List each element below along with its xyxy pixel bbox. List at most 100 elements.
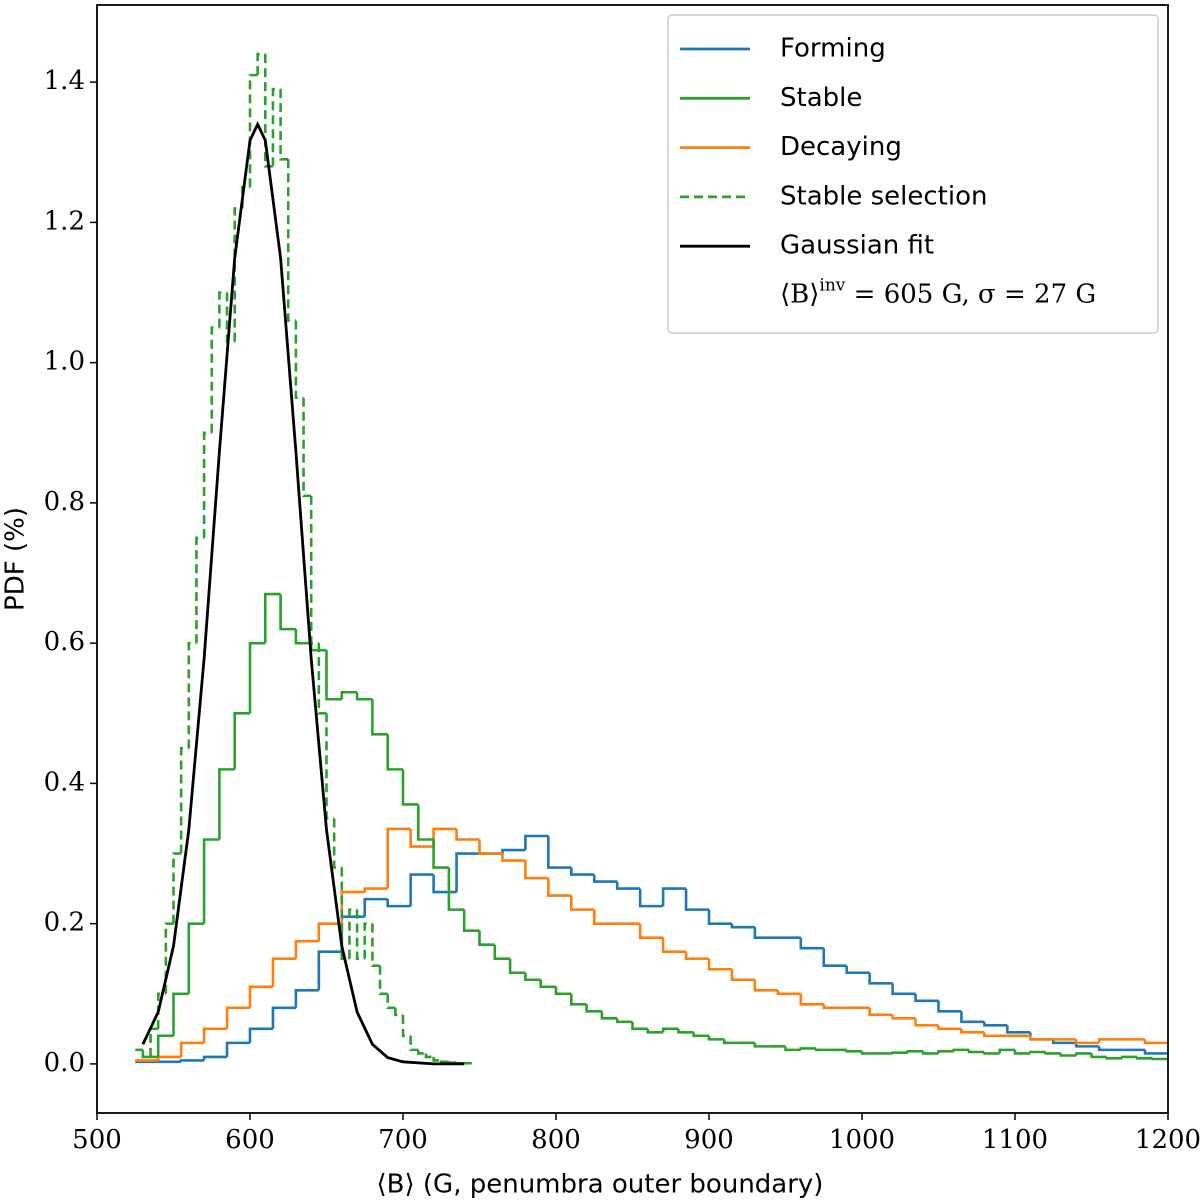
histogram-step xyxy=(386,899,411,908)
histogram-step xyxy=(271,87,281,167)
histogram-step xyxy=(279,89,289,161)
histogram-step xyxy=(325,713,335,820)
histogram-step xyxy=(661,887,687,907)
histogram-step xyxy=(615,881,641,890)
histogram-step xyxy=(248,73,258,188)
histogram-step xyxy=(784,1046,801,1052)
legend-label: Stable xyxy=(780,83,862,113)
histogram-step xyxy=(891,983,916,996)
histogram-step xyxy=(661,937,687,954)
histogram-step xyxy=(860,1051,878,1055)
histogram-step xyxy=(309,495,319,645)
histogram-step xyxy=(248,985,273,1008)
histogram-step xyxy=(1059,1053,1077,1057)
legend-note: ⟨B⟩inv = 605 G, σ = 27 G xyxy=(780,275,1096,310)
histogram-step xyxy=(447,867,465,911)
histogram-step xyxy=(332,818,342,869)
y-tick-label: 1.2 xyxy=(44,206,85,236)
histogram-step xyxy=(868,972,893,985)
histogram-step xyxy=(432,839,449,869)
x-tick-label: 900 xyxy=(684,1125,734,1155)
histogram-step xyxy=(340,915,365,952)
histogram-step xyxy=(600,1011,618,1020)
legend-note-part: inv xyxy=(819,275,845,295)
histogram-step xyxy=(845,1049,862,1053)
histogram-step xyxy=(1044,1051,1061,1055)
histogram-step xyxy=(554,986,572,996)
histogram-step xyxy=(409,873,434,907)
legend-label: Decaying xyxy=(780,132,902,162)
histogram-step xyxy=(891,1051,908,1054)
x-tick-label: 700 xyxy=(378,1125,428,1155)
histogram-step xyxy=(753,927,778,939)
histogram-step xyxy=(363,887,388,893)
histogram-step xyxy=(195,536,205,644)
histogram-step xyxy=(156,1034,174,1057)
histogram-step xyxy=(164,922,174,994)
histogram-step xyxy=(960,1028,985,1034)
fit-curve xyxy=(141,120,465,1066)
histogram-step xyxy=(776,990,801,996)
histogram-step xyxy=(692,1032,709,1038)
histogram-step xyxy=(906,1049,924,1053)
histogram-step xyxy=(187,641,197,749)
histogram-step xyxy=(570,895,595,911)
histogram-step xyxy=(424,1053,434,1059)
histogram-step xyxy=(814,1048,832,1052)
histogram-step xyxy=(914,1018,939,1027)
histogram-step xyxy=(1074,1039,1100,1045)
histogram-series xyxy=(142,592,1168,1061)
x-tick-label: 1100 xyxy=(982,1125,1048,1155)
histogram-step xyxy=(286,159,296,322)
histogram-step xyxy=(218,768,235,840)
histogram-step xyxy=(371,923,381,968)
legend-note-part: ⟨B⟩ xyxy=(780,280,819,310)
histogram-step xyxy=(340,867,350,961)
histogram-step xyxy=(348,908,358,959)
histogram-step xyxy=(1097,1046,1123,1052)
histogram-step xyxy=(684,888,709,911)
histogram-step xyxy=(478,930,495,946)
y-tick-label: 0.4 xyxy=(44,767,85,797)
histogram-step xyxy=(730,923,755,929)
histogram-step xyxy=(248,641,266,714)
histogram-step xyxy=(271,1006,296,1029)
legend-label: Stable selection xyxy=(780,181,987,211)
y-tick-label: 0.0 xyxy=(44,1048,85,1078)
histogram-step xyxy=(914,993,939,1003)
histogram-step xyxy=(202,1055,228,1061)
histogram-step xyxy=(921,1051,939,1055)
histogram-step xyxy=(248,1027,273,1043)
histogram-step xyxy=(401,769,419,806)
histogram-step xyxy=(960,1011,985,1024)
histogram-step xyxy=(202,431,212,538)
x-tick-label: 1200 xyxy=(1135,1125,1200,1155)
histogram-step xyxy=(179,1059,205,1062)
histogram-step xyxy=(646,1028,664,1034)
histogram-series xyxy=(135,52,472,1065)
histogram-step xyxy=(432,1056,442,1062)
histogram-step xyxy=(1143,1049,1168,1055)
histogram-step xyxy=(386,734,403,771)
histogram-step xyxy=(638,923,664,939)
histogram-step xyxy=(371,699,388,736)
histogram-step xyxy=(179,1041,205,1057)
histogram-series xyxy=(135,827,1168,1062)
histogram-step xyxy=(225,1041,250,1057)
histogram-step xyxy=(661,1027,679,1033)
histogram-step xyxy=(547,878,572,897)
legend-box xyxy=(667,14,1159,334)
histogram-step xyxy=(478,839,503,855)
histogram-step xyxy=(302,397,312,498)
x-axis-label: ⟨B⟩ (G, penumbra outer boundary) xyxy=(377,1170,824,1200)
histogram-step xyxy=(439,1060,449,1064)
histogram-step xyxy=(317,922,342,942)
histogram-step xyxy=(983,1032,1008,1038)
histogram-step xyxy=(233,711,250,770)
histogram-step xyxy=(684,951,709,961)
histogram-series xyxy=(135,834,1168,1064)
histogram-step xyxy=(156,992,166,1029)
histogram-step xyxy=(707,1035,725,1041)
histogram-step xyxy=(417,804,434,841)
legend-label: Gaussian fit xyxy=(780,231,934,261)
